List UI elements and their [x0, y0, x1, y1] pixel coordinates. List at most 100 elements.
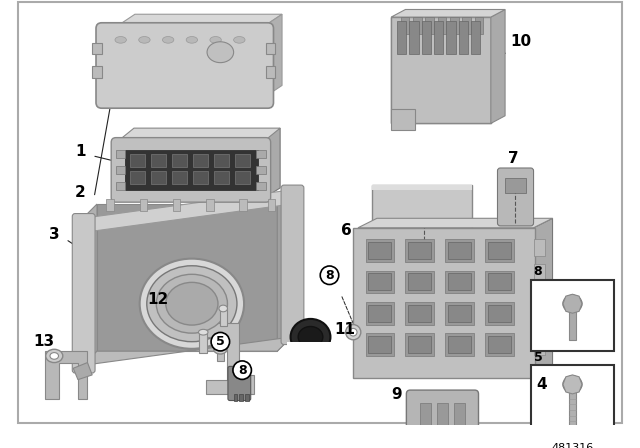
Bar: [438, 17, 446, 34]
Ellipse shape: [139, 37, 150, 43]
Bar: [462, 17, 471, 34]
Ellipse shape: [349, 328, 357, 336]
Bar: [488, 242, 511, 259]
Ellipse shape: [45, 349, 63, 362]
Ellipse shape: [210, 37, 221, 43]
Bar: [116, 166, 125, 174]
Text: 481316: 481316: [551, 443, 593, 448]
Bar: [445, 239, 474, 262]
Bar: [235, 171, 250, 184]
Bar: [214, 171, 229, 184]
Bar: [287, 342, 334, 366]
Ellipse shape: [346, 325, 361, 340]
Bar: [193, 154, 208, 167]
Bar: [369, 242, 391, 259]
Bar: [92, 43, 102, 54]
Polygon shape: [391, 17, 491, 123]
Bar: [151, 171, 166, 184]
Bar: [534, 289, 545, 306]
Bar: [172, 154, 187, 167]
Bar: [531, 280, 614, 351]
Text: 6: 6: [341, 224, 351, 238]
Polygon shape: [372, 185, 472, 190]
FancyBboxPatch shape: [72, 214, 95, 373]
Bar: [365, 302, 394, 325]
Bar: [172, 171, 187, 184]
Bar: [405, 333, 434, 356]
Bar: [434, 21, 444, 54]
Polygon shape: [121, 14, 282, 24]
Bar: [531, 366, 614, 448]
Bar: [369, 305, 391, 322]
Bar: [116, 150, 125, 158]
Polygon shape: [206, 323, 253, 394]
Bar: [409, 21, 419, 54]
Bar: [235, 154, 250, 167]
Bar: [534, 338, 545, 355]
Bar: [234, 394, 237, 401]
Bar: [445, 302, 474, 325]
Bar: [408, 336, 431, 353]
Polygon shape: [73, 362, 92, 379]
Bar: [534, 239, 545, 256]
Ellipse shape: [147, 266, 237, 342]
Polygon shape: [45, 351, 88, 399]
Text: 8: 8: [238, 364, 246, 377]
Ellipse shape: [163, 37, 174, 43]
Polygon shape: [391, 9, 505, 17]
Bar: [413, 17, 422, 34]
Bar: [239, 394, 243, 401]
Bar: [488, 336, 511, 353]
Bar: [193, 171, 208, 184]
Text: 8: 8: [534, 265, 542, 278]
Text: 5: 5: [216, 335, 225, 348]
Bar: [369, 336, 391, 353]
Bar: [365, 239, 394, 262]
Bar: [488, 273, 511, 290]
Polygon shape: [277, 190, 292, 351]
Bar: [266, 43, 275, 54]
Ellipse shape: [234, 37, 245, 43]
Ellipse shape: [214, 345, 227, 354]
Bar: [268, 199, 275, 211]
Bar: [257, 182, 266, 190]
FancyBboxPatch shape: [228, 366, 251, 401]
Bar: [445, 271, 474, 293]
FancyBboxPatch shape: [96, 23, 273, 108]
Bar: [422, 21, 431, 54]
Bar: [257, 150, 266, 158]
Bar: [448, 242, 471, 259]
Bar: [130, 171, 145, 184]
Polygon shape: [534, 218, 552, 375]
Ellipse shape: [563, 376, 582, 393]
Ellipse shape: [291, 319, 330, 355]
Text: 7: 7: [508, 151, 518, 166]
Text: 12: 12: [147, 292, 168, 307]
Bar: [485, 271, 514, 293]
Polygon shape: [563, 294, 582, 313]
Bar: [426, 17, 434, 34]
Ellipse shape: [140, 258, 244, 349]
Ellipse shape: [115, 37, 126, 43]
Bar: [448, 336, 471, 353]
Bar: [397, 21, 406, 54]
Polygon shape: [268, 14, 282, 95]
Text: 5: 5: [534, 351, 542, 364]
Bar: [471, 21, 481, 54]
Bar: [365, 271, 394, 293]
Bar: [401, 17, 409, 34]
Polygon shape: [358, 218, 552, 228]
Polygon shape: [491, 9, 505, 123]
Bar: [450, 17, 459, 34]
FancyBboxPatch shape: [406, 390, 479, 448]
Bar: [534, 313, 545, 330]
Bar: [266, 66, 275, 78]
Bar: [485, 302, 514, 325]
Polygon shape: [265, 128, 280, 198]
Bar: [92, 66, 102, 78]
Bar: [405, 302, 434, 325]
Bar: [130, 154, 145, 167]
FancyBboxPatch shape: [281, 185, 304, 345]
Bar: [534, 264, 545, 281]
Bar: [151, 154, 166, 167]
